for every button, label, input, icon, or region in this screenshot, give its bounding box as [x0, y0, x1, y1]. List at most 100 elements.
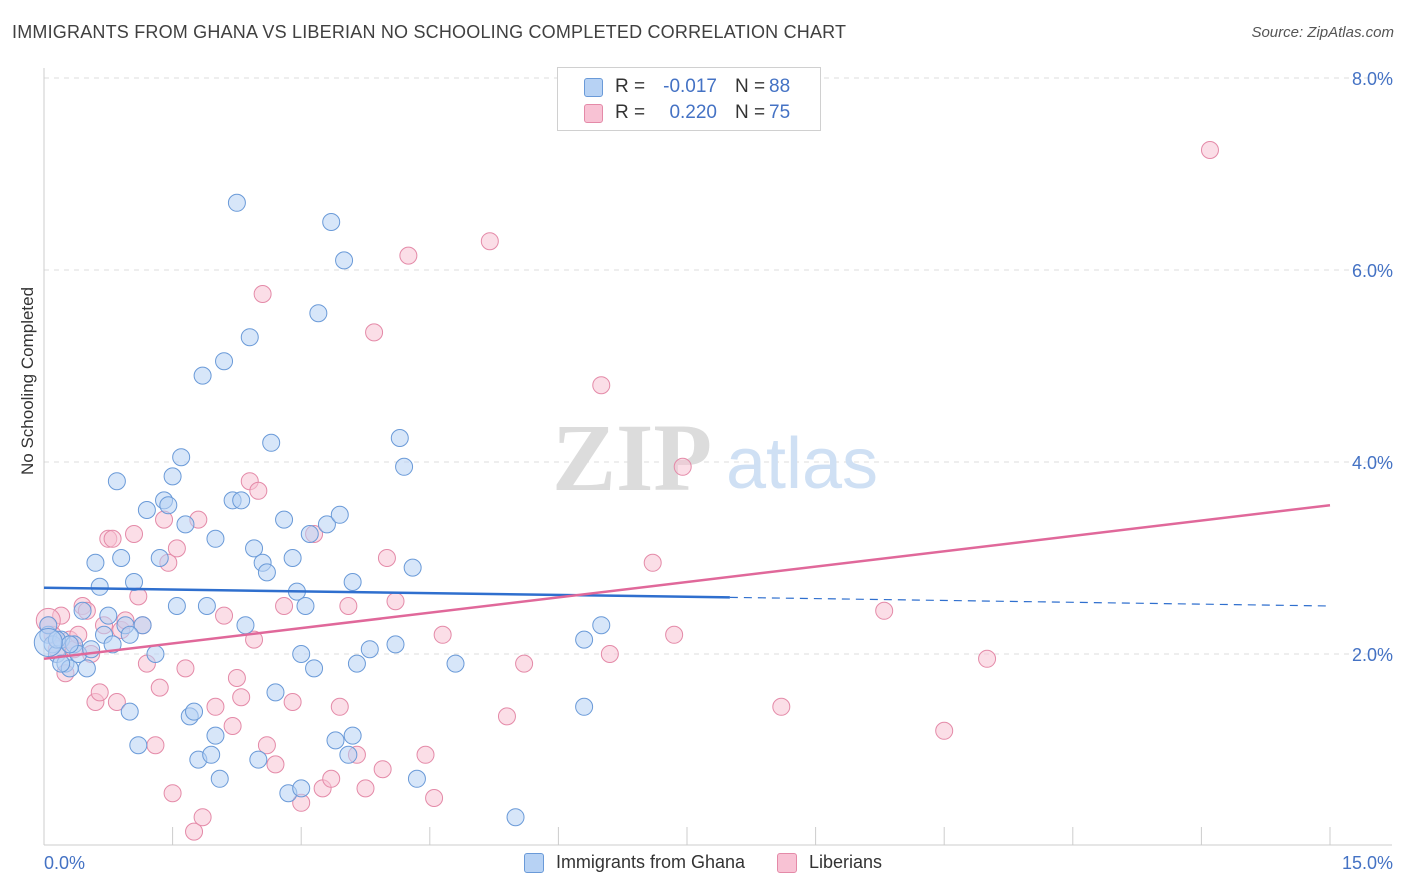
gridlines: [44, 77, 1392, 655]
ghana-point: [215, 352, 234, 371]
y-tick-label: 8.0%: [1352, 69, 1393, 89]
r-label: R =: [615, 76, 646, 97]
ghana-point: [163, 467, 182, 486]
liberians-swatch: [584, 103, 603, 123]
liberian-point: [643, 553, 662, 572]
ghana-point: [343, 726, 362, 745]
ghana-trend-extension: [729, 596, 1331, 607]
liberian-point: [249, 481, 268, 500]
liberian-point: [373, 760, 392, 779]
ghana-point: [292, 779, 311, 798]
watermark: ZIP atlas: [552, 404, 878, 511]
ghana-point: [236, 616, 255, 635]
ghana-point: [176, 515, 195, 534]
stats-legend: R = -0.017 N = 88 R = 0.220 N = 75: [557, 67, 821, 131]
ghana-point: [330, 505, 349, 524]
stats-row-liberians: R = 0.220 N = 75: [584, 101, 790, 125]
stats-row-ghana: R = -0.017 N = 88: [584, 75, 790, 99]
liberian-point: [339, 597, 358, 615]
ghana-point: [103, 635, 122, 654]
ghana-point: [159, 496, 178, 515]
liberian-point: [146, 736, 165, 755]
liberian-point: [433, 625, 452, 644]
liberian-point: [125, 525, 144, 543]
ghana-point: [125, 573, 144, 591]
ghana-point: [206, 726, 225, 745]
trend-lines: [43, 503, 1331, 661]
ghana-point: [266, 683, 285, 702]
ghana-point: [506, 808, 525, 827]
liberian-point: [377, 549, 396, 567]
liberian-point: [232, 688, 251, 707]
ghana-point: [133, 616, 152, 635]
ghana-point: [227, 193, 246, 212]
ghana-point: [172, 448, 191, 467]
ghana-point: [107, 472, 126, 491]
liberian-point: [515, 654, 534, 673]
n-label: N =: [735, 102, 766, 123]
chart-title: IMMIGRANTS FROM GHANA VS LIBERIAN NO SCH…: [12, 22, 847, 42]
y-tick-label: 2.0%: [1352, 645, 1393, 665]
watermark-zip: ZIP: [552, 404, 712, 511]
ghana-point: [446, 654, 465, 673]
ghana-point: [82, 640, 101, 659]
ghana-point: [129, 736, 148, 755]
liberian-point: [665, 625, 684, 644]
ghana-point: [335, 251, 354, 270]
liberian-point: [266, 755, 285, 774]
ghana-point: [300, 525, 319, 543]
ghana-swatch: [584, 77, 603, 97]
liberians-legend-swatch: [777, 852, 797, 873]
liberian-point: [167, 539, 186, 558]
liberian-point: [185, 822, 204, 841]
series-ghana: [33, 193, 611, 827]
ghana-point: [322, 213, 341, 231]
ghana-point: [360, 640, 379, 659]
liberian-point: [600, 645, 619, 663]
ghana-point: [202, 745, 221, 764]
ghana-point: [283, 549, 302, 567]
liberian-point: [107, 693, 126, 711]
y-tick-labels: 2.0% 4.0% 6.0% 8.0%: [1352, 69, 1393, 665]
ghana-point: [112, 549, 131, 567]
ghana-point: [592, 616, 611, 635]
ghana-point: [575, 630, 594, 649]
liberian-point: [480, 232, 499, 251]
ghana-point: [33, 627, 63, 657]
ghana-point: [343, 573, 362, 591]
x-tick-label-max: 15.0%: [1342, 853, 1393, 873]
liberian-point: [90, 683, 109, 702]
ghana-point: [120, 702, 139, 721]
ghana-point: [326, 731, 345, 750]
y-tick-label: 6.0%: [1352, 261, 1393, 281]
liberian-point: [253, 285, 272, 303]
liberian-point: [875, 601, 894, 620]
ghana-point: [150, 549, 169, 567]
legend-label-ghana: Immigrants from Ghana: [555, 852, 745, 872]
ghana-point: [86, 553, 105, 572]
liberian-point: [772, 697, 791, 716]
liberian-point: [425, 789, 444, 807]
r-value: -0.017: [663, 76, 717, 97]
liberian-point: [356, 779, 375, 798]
legend-item-liberians: Liberians: [777, 852, 882, 873]
ghana-point: [275, 510, 294, 529]
ghana-point: [296, 597, 315, 615]
ghana-point: [386, 635, 405, 654]
liberian-point: [257, 736, 276, 755]
ghana-point: [232, 491, 251, 510]
ghana-point: [77, 659, 96, 678]
liberian-point: [163, 784, 182, 803]
ghana-point: [185, 702, 204, 721]
n-label: N =: [735, 76, 766, 97]
ghana-point: [257, 563, 276, 582]
ghana-point: [249, 750, 268, 769]
ghana-legend-swatch: [523, 852, 544, 873]
ghana-point: [309, 304, 328, 323]
ghana-point: [240, 328, 259, 347]
liberian-point: [497, 707, 516, 726]
liberian-point: [176, 659, 195, 678]
ghana-point: [575, 697, 594, 716]
liberian-point: [206, 697, 225, 716]
